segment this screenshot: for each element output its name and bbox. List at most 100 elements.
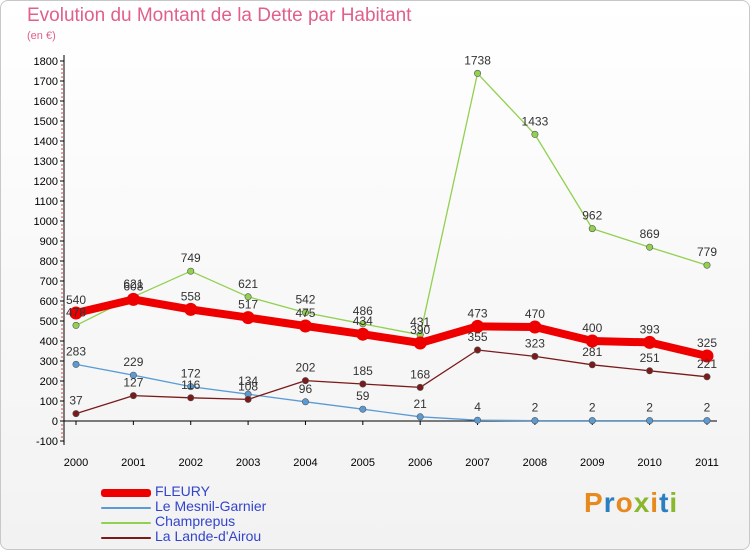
data-label: 400 (582, 321, 602, 335)
y-minor-tick (61, 148, 63, 150)
y-minor-tick (61, 288, 63, 290)
data-point (531, 352, 539, 360)
data-point (72, 360, 80, 368)
series-line-2 (75, 72, 708, 336)
y-minor-tick (61, 336, 63, 338)
data-label: 168 (410, 367, 430, 381)
x-tick-label: 2011 (695, 457, 719, 469)
y-minor-tick (61, 156, 63, 158)
y-tick-label: 600 (40, 296, 58, 308)
data-point (531, 417, 539, 425)
y-minor-tick (61, 152, 63, 154)
y-tick-label: 1100 (34, 196, 58, 208)
legend-swatch (101, 489, 151, 497)
data-label: 779 (697, 245, 717, 259)
y-minor-tick (61, 64, 63, 66)
data-label: 621 (238, 277, 258, 291)
y-tick-label: 700 (40, 276, 58, 288)
y-minor-tick (61, 316, 63, 318)
y-minor-tick (61, 204, 63, 206)
y-minor-tick (61, 284, 63, 286)
y-minor-tick (61, 352, 63, 354)
x-tick-label: 2002 (178, 457, 202, 469)
y-minor-tick (61, 264, 63, 266)
legend-label: La Lande-d'Airou (155, 528, 262, 544)
y-minor-tick (61, 384, 63, 386)
data-label: 116 (181, 378, 200, 392)
data-point (588, 225, 596, 233)
data-point (359, 380, 367, 388)
logo-letter: t (659, 487, 670, 518)
x-tick-label: 2000 (64, 457, 88, 469)
legend-label: FLEURY (155, 483, 210, 499)
y-minor-tick (61, 168, 63, 170)
data-label: 517 (238, 298, 258, 312)
data-label: 251 (640, 351, 660, 365)
y-minor-tick (61, 324, 63, 326)
y-minor-tick (61, 372, 63, 374)
data-label: 355 (468, 330, 488, 344)
y-minor-tick (61, 416, 63, 418)
y-minor-tick (61, 244, 63, 246)
data-label: 172 (181, 367, 201, 381)
data-point (129, 392, 137, 400)
data-point (69, 306, 83, 320)
y-minor-tick (61, 88, 63, 90)
data-point (187, 394, 195, 402)
legend-item: Le Mesnil-Garnier (101, 498, 361, 515)
logo-letter: i (650, 487, 660, 518)
y-minor-tick (61, 344, 63, 346)
data-point (126, 292, 140, 306)
y-tick-label: 1300 (34, 156, 58, 168)
y-tick-label: 1400 (34, 136, 58, 148)
data-point (588, 417, 596, 425)
y-minor-tick (61, 408, 63, 410)
y-minor-tick (61, 192, 63, 194)
y-tick-label: 900 (40, 236, 58, 248)
y-minor-tick (61, 116, 63, 118)
data-point (416, 383, 424, 391)
data-label: 608 (123, 279, 143, 293)
y-minor-tick (61, 328, 63, 330)
y-tick-label: 1800 (34, 56, 58, 68)
data-point (359, 320, 367, 328)
y-minor-tick (61, 364, 63, 366)
y-minor-tick (61, 304, 63, 306)
y-tick-label: 1700 (34, 76, 58, 88)
series-line-0 (72, 295, 711, 360)
y-minor-tick (61, 292, 63, 294)
y-minor-tick (61, 108, 63, 110)
data-point (244, 395, 252, 403)
legend-swatch (101, 537, 151, 539)
legend-swatch (101, 522, 151, 524)
data-point (646, 417, 654, 425)
y-minor-tick (61, 184, 63, 186)
legend-swatch (101, 507, 151, 509)
data-label: 2 (646, 401, 653, 415)
data-point (416, 413, 424, 421)
data-point (184, 302, 198, 316)
y-minor-tick (61, 388, 63, 390)
y-tick-label: -100 (36, 436, 58, 448)
chart-title: Evolution du Montant de la Dette par Hab… (27, 5, 412, 26)
y-minor-tick (61, 228, 63, 230)
data-label: 540 (66, 293, 86, 307)
data-label: 283 (66, 344, 86, 358)
y-minor-tick (61, 212, 63, 214)
y-minor-tick (61, 248, 63, 250)
data-point (703, 417, 711, 425)
y-minor-tick (61, 132, 63, 134)
y-minor-tick (61, 392, 63, 394)
data-point (474, 416, 482, 424)
y-tick-label: 1000 (34, 216, 58, 228)
data-label: 96 (299, 382, 313, 396)
data-label: 478 (66, 305, 86, 319)
data-point (72, 410, 80, 418)
data-label: 4 (474, 400, 481, 414)
y-minor-tick (61, 432, 63, 434)
y-minor-tick (61, 164, 63, 166)
data-label: 869 (640, 227, 660, 241)
data-label: 108 (238, 379, 258, 393)
data-label: 37 (69, 394, 83, 408)
data-label: 221 (697, 357, 717, 371)
